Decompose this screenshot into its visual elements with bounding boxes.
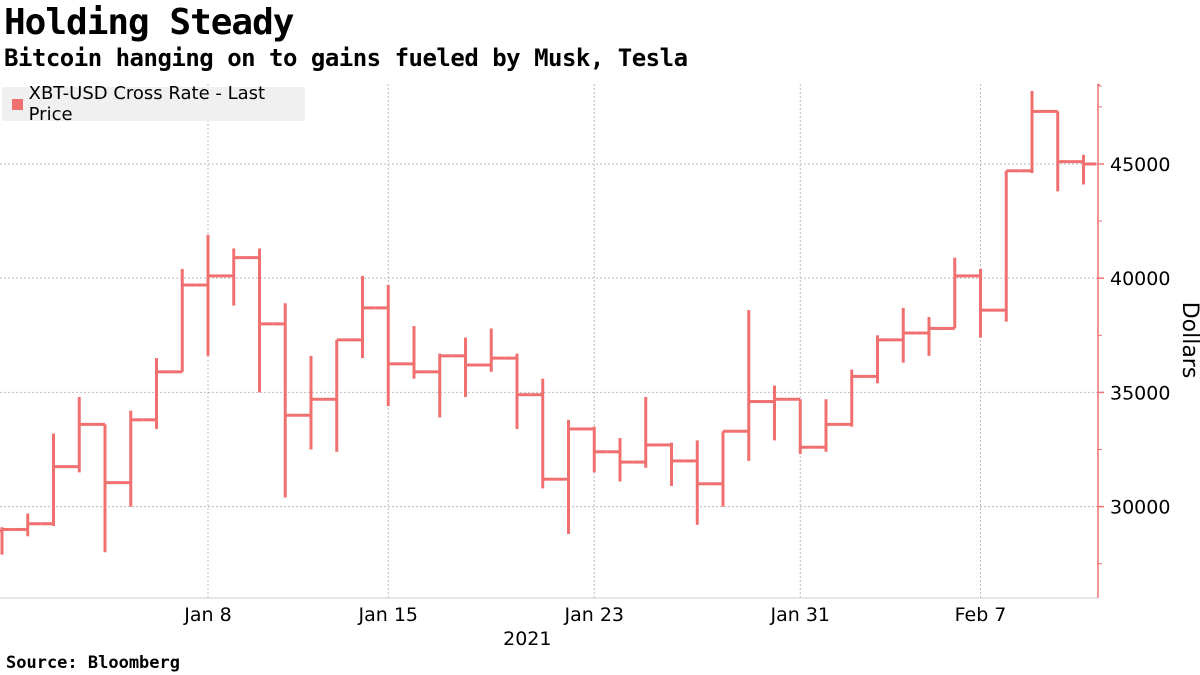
legend[interactable]: XBT-USD Cross Rate - Last Price — [2, 83, 305, 125]
x-tick-label: Jan 8 — [183, 604, 231, 626]
y-tick-label: 30000 — [1110, 497, 1170, 519]
y-axis-title: Dollars — [1177, 302, 1200, 379]
x-year-label: 2021 — [503, 628, 551, 650]
y-tick-label: 35000 — [1110, 382, 1170, 404]
y-tick-label: 40000 — [1110, 268, 1170, 290]
x-tick-label: Jan 15 — [357, 604, 418, 626]
y-axis-arrow — [1098, 83, 1102, 87]
source-note: Source: Bloomberg — [6, 653, 180, 673]
x-tick-label: Jan 31 — [769, 604, 830, 626]
chart-title: Holding Steady — [4, 2, 294, 43]
legend-label: XBT-USD Cross Rate - Last Price — [28, 83, 266, 125]
x-tick-label: Jan 23 — [563, 604, 624, 626]
x-tick-label: Feb 7 — [955, 604, 1007, 626]
legend-swatch — [12, 98, 23, 110]
chart-subtitle: Bitcoin hanging on to gains fueled by Mu… — [4, 44, 688, 72]
y-tick-label: 45000 — [1110, 154, 1170, 176]
